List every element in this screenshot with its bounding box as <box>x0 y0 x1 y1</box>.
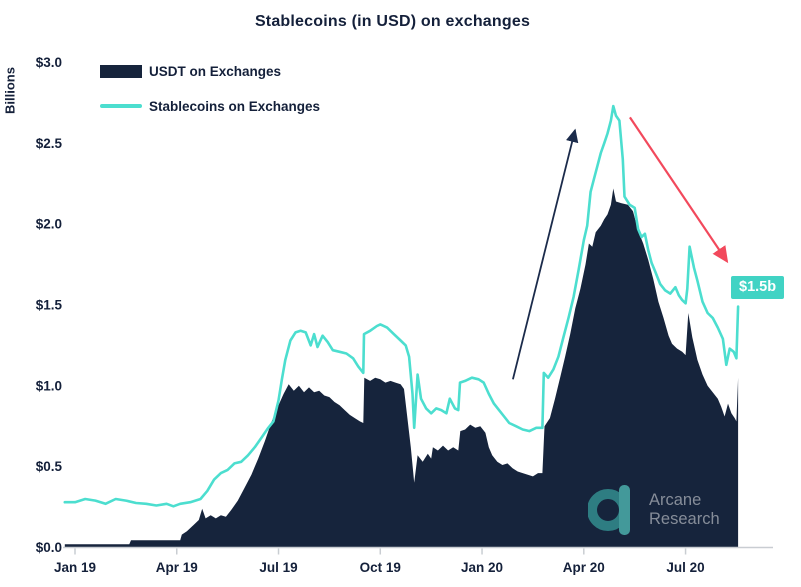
chart-title: Stablecoins (in USD) on exchanges <box>254 13 531 30</box>
x-tick-label: Jul 20 <box>666 560 704 575</box>
legend: USDT on Exchanges Stablecoins on Exchang… <box>100 62 320 132</box>
usdt-area-series <box>64 188 739 548</box>
y-tick-label: $2.0 <box>36 217 62 232</box>
x-tick-label: Apr 19 <box>156 560 198 575</box>
y-tick-label: $2.5 <box>36 136 63 151</box>
usdt-area-swatch <box>100 64 142 78</box>
watermark-line2: Research <box>649 510 720 528</box>
x-tick-label: Jan 20 <box>461 560 503 575</box>
x-tick-label: Jan 19 <box>54 560 96 575</box>
y-tick-label: $0.5 <box>36 459 63 474</box>
y-tick-label: $1.0 <box>36 378 62 393</box>
legend-label-stablecoins: Stablecoins on Exchanges <box>149 98 321 114</box>
y-tick-label: $0.0 <box>36 540 62 555</box>
watermark-line1: Arcane <box>649 491 702 509</box>
x-tick-label: Oct 19 <box>360 560 401 575</box>
y-tick-label: $1.5 <box>36 297 63 312</box>
y-tick-label: $3.0 <box>36 55 62 70</box>
arcane-research-watermark: Arcane Research <box>588 484 720 536</box>
x-tick-label: Jul 19 <box>259 560 297 575</box>
legend-item-stablecoins: Stablecoins on Exchanges <box>100 97 320 115</box>
stablecoins-line-series <box>63 104 740 508</box>
stablecoins-line-swatch <box>100 104 142 108</box>
legend-item-usdt: USDT on Exchanges <box>100 62 320 80</box>
legend-label-usdt: USDT on Exchanges <box>149 63 282 79</box>
up-trend-arrow <box>512 128 579 380</box>
x-tick-label: Apr 20 <box>563 560 605 575</box>
watermark-text: Arcane Research <box>649 491 720 529</box>
value-badge: $1.5b <box>731 276 785 299</box>
arcane-logo-icon <box>588 485 630 535</box>
down-trend-arrow <box>629 116 729 264</box>
